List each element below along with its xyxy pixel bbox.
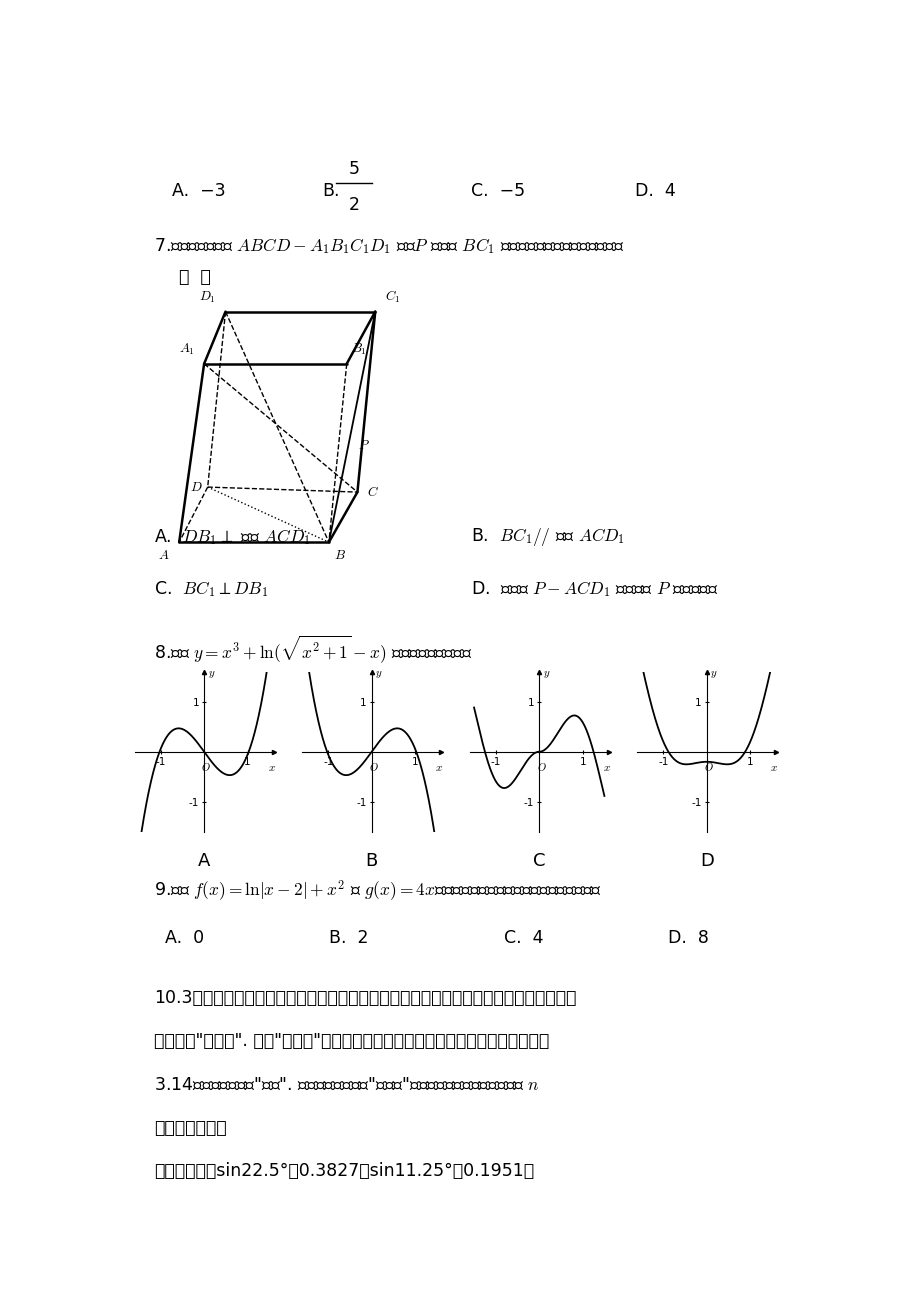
Text: 2: 2	[348, 197, 359, 215]
Text: A.  −3: A. −3	[172, 182, 225, 201]
Text: C.  −5: C. −5	[471, 182, 525, 201]
Text: C.  $BC_1\perp DB_1$: C. $BC_1\perp DB_1$	[154, 579, 268, 599]
Text: $B_1$: $B_1$	[351, 342, 367, 357]
Text: C.  4: C. 4	[503, 930, 542, 948]
Text: B.  2: B. 2	[329, 930, 368, 948]
Text: $x$: $x$	[602, 763, 610, 773]
Text: D.  三棱锥 $P-ACD_1$ 的体积与 $P$ 点位置有关: D. 三棱锥 $P-ACD_1$ 的体积与 $P$ 点位置有关	[471, 579, 719, 599]
Text: B: B	[365, 852, 378, 870]
Text: B.: B.	[322, 182, 339, 201]
Text: $D$: $D$	[190, 480, 203, 493]
Text: D.  4: D. 4	[635, 182, 675, 201]
Text: $P$: $P$	[357, 439, 369, 452]
Text: 3.14，这就是著名的"徽率". 如图是利用刘徽的"割圆术"思想设计的程序框图，则输出 $n$: 3.14，这就是著名的"徽率". 如图是利用刘徽的"割圆术"思想设计的程序框图，…	[154, 1075, 539, 1094]
Text: C: C	[532, 852, 545, 870]
Text: $D_1$: $D_1$	[199, 290, 216, 305]
Text: $x$: $x$	[769, 763, 777, 773]
Text: $y$: $y$	[542, 668, 550, 680]
Text: 7.如图，在正方体 $ABCD-A_1B_1C_1D_1$ 中，$P$ 为线段 $BC_1$ 上的动点，则下列判断错误的是: 7.如图，在正方体 $ABCD-A_1B_1C_1D_1$ 中，$P$ 为线段 …	[154, 237, 624, 256]
Text: $y$: $y$	[375, 668, 382, 680]
Text: A: A	[198, 852, 210, 870]
Text: 率，首创"割圆术". 利用"割圆术"，刘徽得到了圆周率精确到小数点后两位的近似值: 率，首创"割圆术". 利用"割圆术"，刘徽得到了圆周率精确到小数点后两位的近似值	[154, 1032, 549, 1051]
Text: A.  $DB_1\perp$ 平面 $ACD_1$: A. $DB_1\perp$ 平面 $ACD_1$	[154, 527, 311, 547]
Text: $C_1$: $C_1$	[384, 289, 400, 305]
Text: （参考数据：sin22.5°＝0.3827，sin11.25°＝0.1951）: （参考数据：sin22.5°＝0.3827，sin11.25°＝0.1951）	[154, 1161, 534, 1180]
Text: A.  0: A. 0	[165, 930, 204, 948]
Text: $O$: $O$	[536, 760, 546, 773]
Text: B.  $BC_1 //$ 平面 $ACD_1$: B. $BC_1 //$ 平面 $ACD_1$	[471, 526, 625, 548]
Text: $A$: $A$	[158, 548, 170, 561]
Text: $y$: $y$	[709, 668, 717, 680]
Text: $O$: $O$	[369, 760, 379, 773]
Text: 8.函数 $y=x^3+\ln(\sqrt{x^2+1}-x)$ 的图象大致为（　）: 8.函数 $y=x^3+\ln(\sqrt{x^2+1}-x)$ 的图象大致为（…	[154, 634, 471, 665]
Text: 10.3世纪中期，魏晋时期的数学家刘徽利用不断倍增圆内接正多边形边数的方法求出圆周: 10.3世纪中期，魏晋时期的数学家刘徽利用不断倍增圆内接正多边形边数的方法求出圆…	[154, 990, 576, 1008]
Text: $O$: $O$	[703, 760, 713, 773]
Text: $x$: $x$	[435, 763, 442, 773]
Text: $y$: $y$	[208, 668, 215, 680]
Text: $B$: $B$	[334, 548, 346, 561]
Text: D: D	[699, 852, 713, 870]
Text: $O$: $O$	[201, 760, 211, 773]
Text: 9.函数 $f(x)=\ln|x-2|+x^2$ 与 $g(x)=4x$，两函数图象所有点的横坐标之和为（　）: 9.函数 $f(x)=\ln|x-2|+x^2$ 与 $g(x)=4x$，两函数…	[154, 878, 601, 902]
Text: $A_1$: $A_1$	[179, 342, 195, 357]
Text: 的值为（　　）: 的值为（ ）	[154, 1118, 227, 1137]
Text: $C$: $C$	[367, 486, 379, 499]
Text: $x$: $x$	[267, 763, 275, 773]
Text: D.  8: D. 8	[667, 930, 708, 948]
Text: 5: 5	[348, 160, 359, 178]
Text: （  ）: （ ）	[179, 267, 210, 285]
